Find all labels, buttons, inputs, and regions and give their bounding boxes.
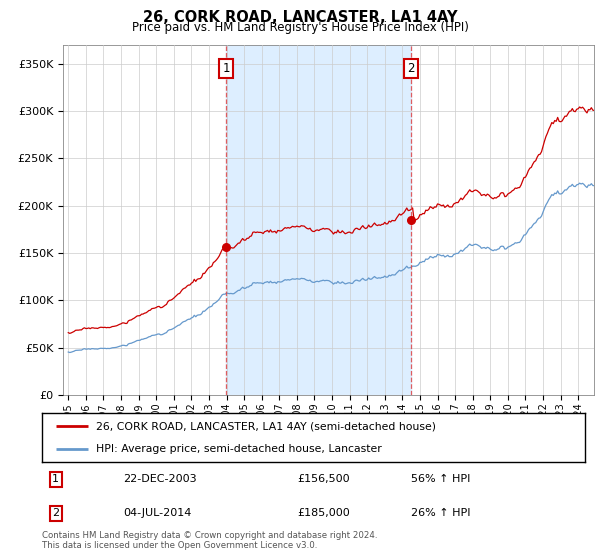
Text: 04-JUL-2014: 04-JUL-2014 <box>124 508 192 518</box>
Text: 26, CORK ROAD, LANCASTER, LA1 4AY: 26, CORK ROAD, LANCASTER, LA1 4AY <box>143 10 457 25</box>
Text: Contains HM Land Registry data © Crown copyright and database right 2024.
This d: Contains HM Land Registry data © Crown c… <box>42 531 377 550</box>
Text: 56% ↑ HPI: 56% ↑ HPI <box>411 474 470 484</box>
Text: £185,000: £185,000 <box>297 508 350 518</box>
Text: 1: 1 <box>222 62 230 75</box>
Text: £156,500: £156,500 <box>297 474 350 484</box>
Text: 26% ↑ HPI: 26% ↑ HPI <box>411 508 471 518</box>
Text: 22-DEC-2003: 22-DEC-2003 <box>124 474 197 484</box>
Text: Price paid vs. HM Land Registry's House Price Index (HPI): Price paid vs. HM Land Registry's House … <box>131 21 469 34</box>
Text: HPI: Average price, semi-detached house, Lancaster: HPI: Average price, semi-detached house,… <box>97 444 382 454</box>
Bar <box>226 45 411 395</box>
Text: 1: 1 <box>52 474 59 484</box>
Text: 2: 2 <box>407 62 415 75</box>
Text: 2: 2 <box>52 508 59 518</box>
Text: 26, CORK ROAD, LANCASTER, LA1 4AY (semi-detached house): 26, CORK ROAD, LANCASTER, LA1 4AY (semi-… <box>97 421 436 431</box>
